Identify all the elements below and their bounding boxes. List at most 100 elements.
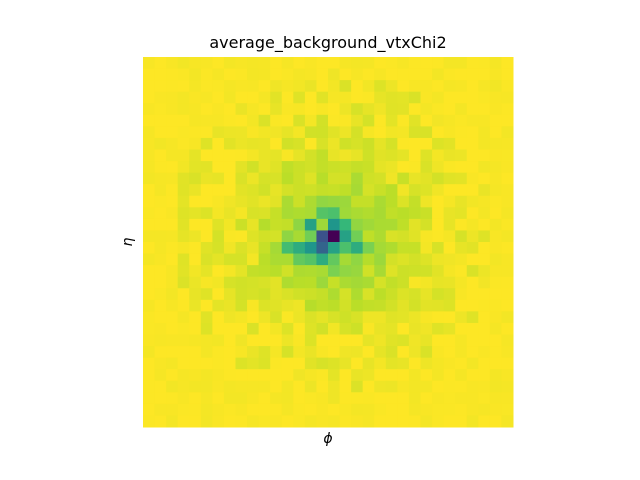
heatmap-cell bbox=[478, 126, 491, 139]
heatmap-cell bbox=[200, 195, 213, 208]
heatmap-cell bbox=[177, 68, 190, 81]
heatmap-cell bbox=[281, 357, 294, 370]
heatmap-cell bbox=[177, 184, 190, 197]
heatmap-cell bbox=[166, 218, 179, 231]
heatmap-cell bbox=[351, 126, 364, 139]
heatmap-cell bbox=[189, 184, 202, 197]
heatmap-cell bbox=[397, 195, 410, 208]
heatmap-cell bbox=[293, 299, 306, 312]
heatmap-cell bbox=[235, 126, 248, 139]
heatmap-cell bbox=[339, 276, 352, 289]
heatmap-cell bbox=[154, 346, 167, 359]
heatmap-cell bbox=[200, 346, 213, 359]
heatmap-cell bbox=[223, 322, 236, 335]
heatmap-cell bbox=[316, 288, 329, 301]
heatmap-cell bbox=[235, 265, 248, 278]
heatmap-cell bbox=[247, 137, 260, 150]
heatmap-cell bbox=[466, 68, 479, 81]
heatmap-cell bbox=[143, 126, 156, 139]
heatmap-cell bbox=[212, 403, 225, 416]
heatmap-cell bbox=[247, 230, 260, 243]
heatmap-cell bbox=[270, 184, 283, 197]
heatmap-cell bbox=[374, 334, 387, 347]
heatmap-cell bbox=[466, 184, 479, 197]
heatmap-cell bbox=[339, 357, 352, 370]
heatmap-cell bbox=[316, 230, 329, 243]
heatmap-cell bbox=[420, 265, 433, 278]
heatmap-cell bbox=[420, 242, 433, 255]
heatmap-cell bbox=[304, 403, 317, 416]
heatmap-cell bbox=[362, 276, 375, 289]
heatmap-cell bbox=[432, 80, 445, 93]
heatmap-cell bbox=[200, 172, 213, 185]
heatmap-cell bbox=[258, 288, 271, 301]
heatmap-cell bbox=[408, 276, 421, 289]
heatmap-cell bbox=[501, 137, 514, 150]
heatmap-cell bbox=[362, 207, 375, 220]
heatmap-cell bbox=[432, 172, 445, 185]
heatmap-cell bbox=[212, 137, 225, 150]
heatmap-cell bbox=[328, 311, 341, 324]
heatmap-cell bbox=[281, 230, 294, 243]
heatmap-cell bbox=[154, 265, 167, 278]
heatmap-cell bbox=[501, 161, 514, 174]
heatmap-cell bbox=[212, 184, 225, 197]
heatmap-cell bbox=[166, 392, 179, 405]
heatmap-cell bbox=[455, 218, 468, 231]
heatmap-cell bbox=[489, 299, 502, 312]
heatmap-cell bbox=[328, 230, 341, 243]
heatmap-cell bbox=[478, 346, 491, 359]
heatmap-cell bbox=[328, 91, 341, 104]
heatmap-cell bbox=[478, 403, 491, 416]
heatmap-cell bbox=[351, 161, 364, 174]
heatmap-cell bbox=[385, 288, 398, 301]
heatmap-cell bbox=[143, 68, 156, 81]
heatmap-cell bbox=[328, 265, 341, 278]
heatmap-cell bbox=[385, 149, 398, 162]
heatmap-cell bbox=[501, 184, 514, 197]
heatmap-cell bbox=[177, 392, 190, 405]
heatmap-cell bbox=[212, 149, 225, 162]
heatmap-cell bbox=[432, 346, 445, 359]
heatmap-cell bbox=[166, 265, 179, 278]
heatmap-cell bbox=[374, 172, 387, 185]
heatmap-cell bbox=[351, 195, 364, 208]
heatmap-cell bbox=[489, 311, 502, 324]
heatmap-cell bbox=[501, 380, 514, 393]
heatmap-cell bbox=[154, 369, 167, 382]
heatmap-cell bbox=[200, 380, 213, 393]
heatmap-cell bbox=[189, 334, 202, 347]
heatmap-cell bbox=[351, 184, 364, 197]
heatmap-cell bbox=[223, 415, 236, 428]
heatmap-cell bbox=[466, 311, 479, 324]
heatmap-cell bbox=[351, 276, 364, 289]
heatmap-cell bbox=[397, 172, 410, 185]
heatmap-cell bbox=[328, 195, 341, 208]
heatmap-cell bbox=[432, 403, 445, 416]
heatmap-cell bbox=[281, 195, 294, 208]
heatmap-cell bbox=[466, 242, 479, 255]
heatmap-cell bbox=[223, 392, 236, 405]
heatmap-cell bbox=[281, 265, 294, 278]
heatmap-cell bbox=[489, 369, 502, 382]
heatmap-cell bbox=[385, 184, 398, 197]
heatmap-cell bbox=[247, 114, 260, 127]
heatmap-cell bbox=[212, 392, 225, 405]
heatmap-cell bbox=[235, 346, 248, 359]
heatmap-cell bbox=[374, 91, 387, 104]
heatmap-cell bbox=[455, 334, 468, 347]
heatmap-cell bbox=[432, 230, 445, 243]
heatmap-cell bbox=[304, 357, 317, 370]
heatmap-cell bbox=[455, 161, 468, 174]
heatmap-cell bbox=[362, 218, 375, 231]
heatmap-cell bbox=[200, 80, 213, 93]
heatmap-cell bbox=[281, 161, 294, 174]
heatmap-cell bbox=[328, 380, 341, 393]
heatmap-cell bbox=[154, 392, 167, 405]
heatmap-cell bbox=[293, 57, 306, 70]
heatmap-cell bbox=[443, 311, 456, 324]
heatmap-cell bbox=[385, 276, 398, 289]
heatmap-cell bbox=[443, 242, 456, 255]
heatmap-cell bbox=[432, 207, 445, 220]
